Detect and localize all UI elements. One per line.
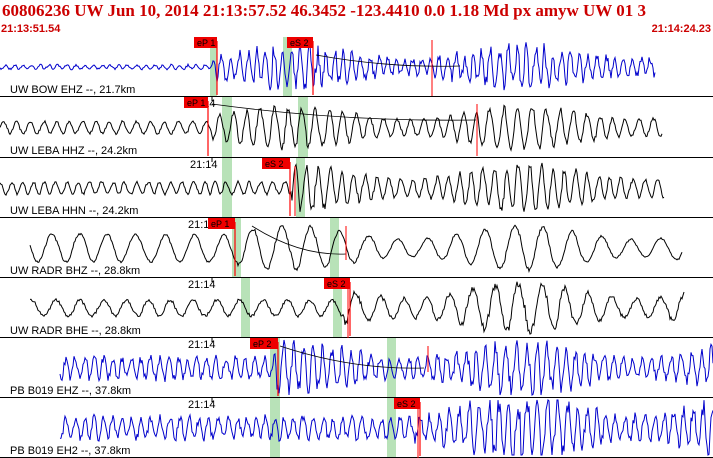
pick-marker[interactable] [287, 37, 313, 48]
waveform [59, 339, 713, 396]
waveform [0, 104, 663, 152]
pick-window-band [330, 218, 339, 278]
pick-marker[interactable] [394, 398, 420, 409]
waveform [0, 42, 656, 91]
pick-label: eS 2 [327, 279, 346, 289]
pick-window-band [210, 37, 217, 97]
time-tick-label: 21:14 [188, 339, 216, 351]
waveform [29, 281, 685, 335]
coda-curve [315, 54, 461, 67]
pick-marker[interactable] [184, 97, 208, 108]
channel-label: PB B019 EH2 --, 37.8km [10, 445, 130, 457]
trace-panel[interactable]: 21:14 eP 2 PB B019 EHZ --, 37.8km [0, 338, 713, 398]
trace-panel[interactable]: eP 1 eS 2 UW BOW EHZ --, 21.7km [0, 37, 713, 97]
pick-label: eS 2 [397, 399, 416, 409]
channel-label: UW LEBA HHN --, 24.2km [10, 205, 138, 217]
window-start-time: 21:13:51.54 [1, 23, 61, 35]
event-title: 60806236 UW Jun 10, 2014 21:13:57.52 46.… [2, 1, 646, 20]
waveform [0, 162, 665, 212]
pick-window-band [222, 97, 232, 158]
coda-curve [211, 103, 477, 121]
pick-label: eP 1 [197, 38, 215, 48]
trace-panel[interactable]: 21:14 eS 2 UW RADR BHE --, 28.8km [0, 278, 713, 338]
pick-label: eS 2 [265, 159, 284, 169]
pick-label: eS 2 [290, 38, 309, 48]
pick-window-band [298, 97, 308, 158]
pick-marker[interactable] [250, 338, 278, 349]
trace-panel[interactable]: 21:14 eS 2 UW LEBA HHN --, 24.2km [0, 158, 713, 218]
coda-curve [279, 345, 425, 369]
pick-marker[interactable] [262, 158, 290, 169]
pick-marker[interactable] [194, 37, 217, 48]
pick-window-band [270, 338, 280, 398]
waveform [29, 224, 683, 274]
pick-window-band [270, 398, 280, 458]
time-tick-label: 21:14 [190, 159, 218, 171]
pick-marker[interactable] [208, 218, 235, 229]
channel-label: PB B019 EHZ --, 37.8km [10, 385, 131, 397]
pick-label: eP 1 [187, 98, 205, 108]
time-tick-label: 21:14 [188, 399, 216, 411]
channel-label: UW LEBA HHZ --, 24.2km [10, 145, 137, 157]
trace-panel[interactable]: 21:14 eS 2 PB B019 EH2 --, 37.8km [0, 398, 713, 458]
channel-label: UW BOW EHZ --, 21.7km [10, 84, 135, 96]
channel-label: UW RADR BHZ --, 28.8km [10, 265, 140, 277]
coda-curve [251, 225, 347, 255]
pick-label: eP 2 [253, 339, 271, 349]
time-tick-label: 21:14 [188, 279, 216, 291]
window-end-time: 21:14:24.23 [651, 23, 711, 35]
waveform [59, 399, 713, 456]
pick-window-band [222, 158, 232, 218]
pick-window-band [283, 37, 292, 97]
event-header: 60806236 UW Jun 10, 2014 21:13:57.52 46.… [0, 0, 713, 36]
pick-window-band [232, 218, 241, 278]
channel-label: UW RADR BHE --, 28.8km [10, 325, 141, 337]
pick-label: eP 1 [211, 219, 229, 229]
pick-marker[interactable] [324, 278, 350, 289]
pick-window-band [387, 398, 396, 458]
pick-window-band [296, 158, 305, 218]
